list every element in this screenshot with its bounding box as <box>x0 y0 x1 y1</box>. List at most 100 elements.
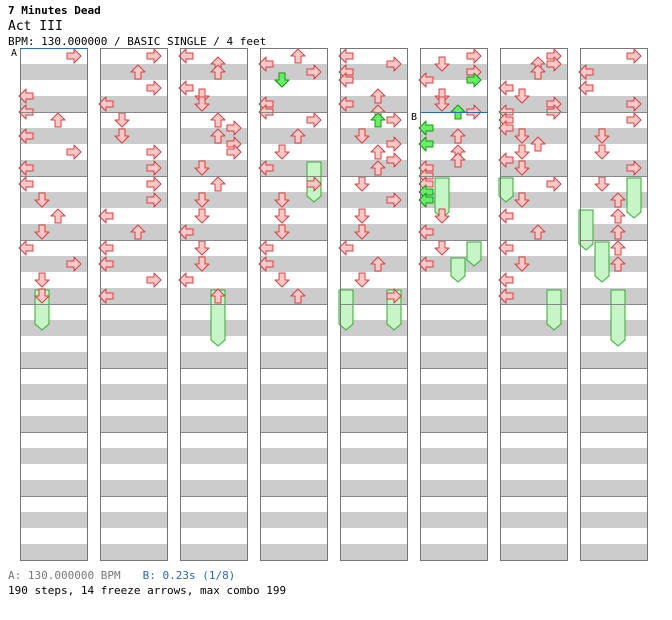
beat-stripe <box>500 256 568 272</box>
bpm-legend: A: 130.000000 BPM B: 0.23s (1/8) <box>8 569 235 582</box>
beat-stripe <box>260 224 328 240</box>
beat-stripe <box>340 224 408 240</box>
beat-stripe <box>260 480 328 496</box>
beat-stripe <box>580 512 648 528</box>
bpm-a-label: A: 130.000000 BPM <box>8 569 121 582</box>
beat-stripe <box>260 96 328 112</box>
beat-stripe <box>100 448 168 464</box>
beat-stripe <box>180 192 248 208</box>
beat-stripe <box>500 128 568 144</box>
column-frame <box>340 48 408 561</box>
beat-stripe <box>180 224 248 240</box>
beat-stripe <box>260 512 328 528</box>
beat-stripe <box>20 544 88 560</box>
beat-stripe <box>580 96 648 112</box>
bpm-b-label: B: 0.23s (1/8) <box>142 569 236 582</box>
bpm-marker-label: A <box>11 48 17 59</box>
beat-stripe <box>500 480 568 496</box>
beat-stripe <box>340 480 408 496</box>
beat-stripe <box>420 224 488 240</box>
beat-stripe <box>580 128 648 144</box>
beat-stripe <box>260 320 328 336</box>
beat-stripe <box>20 96 88 112</box>
beat-stripe <box>260 416 328 432</box>
beat-stripe <box>260 384 328 400</box>
beat-stripe <box>500 192 568 208</box>
beat-stripe <box>340 192 408 208</box>
beat-stripe <box>580 352 648 368</box>
beat-stripe <box>420 64 488 80</box>
beat-stripe <box>420 352 488 368</box>
beat-stripe <box>180 160 248 176</box>
beat-stripe <box>340 512 408 528</box>
beat-stripe <box>100 256 168 272</box>
beat-stripe <box>20 256 88 272</box>
beat-stripe <box>420 320 488 336</box>
chart-subtitle: Act III <box>8 19 63 34</box>
freeze-arrow <box>450 257 466 283</box>
beat-stripe <box>340 416 408 432</box>
beat-stripe <box>100 512 168 528</box>
beat-stripe <box>420 288 488 304</box>
beat-stripe <box>500 160 568 176</box>
beat-stripe <box>100 544 168 560</box>
beat-stripe <box>100 96 168 112</box>
beat-stripe <box>340 544 408 560</box>
beat-stripe <box>100 160 168 176</box>
beat-stripe <box>20 128 88 144</box>
bpm-marker-label: B <box>411 112 417 123</box>
beat-stripe <box>180 416 248 432</box>
freeze-arrow <box>546 289 562 331</box>
beat-stripe <box>420 96 488 112</box>
beat-stripe <box>180 448 248 464</box>
chart-stats: 190 steps, 14 freeze arrows, max combo 1… <box>8 584 287 597</box>
beat-stripe <box>100 128 168 144</box>
beat-stripe <box>20 192 88 208</box>
beat-stripe <box>20 352 88 368</box>
beat-stripe <box>500 352 568 368</box>
beat-stripe <box>100 480 168 496</box>
beat-stripe <box>340 448 408 464</box>
beat-stripe <box>260 256 328 272</box>
beat-stripe <box>500 448 568 464</box>
freeze-arrow <box>610 289 626 347</box>
beat-stripe <box>420 512 488 528</box>
beat-stripe <box>20 448 88 464</box>
column-frame <box>580 48 648 561</box>
column-frame <box>180 48 248 561</box>
beat-stripe <box>180 544 248 560</box>
beat-stripe <box>100 320 168 336</box>
beat-stripe <box>580 544 648 560</box>
beat-stripe <box>20 384 88 400</box>
bpm-markers: AB <box>11 48 488 123</box>
beat-stripe <box>580 416 648 432</box>
beat-stripe <box>180 384 248 400</box>
beat-stripe <box>500 544 568 560</box>
beat-stripe <box>20 160 88 176</box>
beat-stripe <box>420 544 488 560</box>
beat-stripe <box>180 256 248 272</box>
beat-stripe <box>580 448 648 464</box>
beat-stripe <box>340 96 408 112</box>
freeze-arrow <box>594 241 610 283</box>
beat-stripe <box>20 512 88 528</box>
freeze-arrow <box>466 241 482 267</box>
beat-stripe <box>180 96 248 112</box>
beat-stripe <box>20 320 88 336</box>
beat-stripe <box>420 480 488 496</box>
beat-stripe <box>340 128 408 144</box>
beat-stripe <box>340 64 408 80</box>
beat-stripe <box>100 192 168 208</box>
beat-stripe <box>20 64 88 80</box>
beat-stripe <box>260 448 328 464</box>
column-frame <box>260 48 328 561</box>
beat-stripe <box>340 352 408 368</box>
beat-stripe <box>340 384 408 400</box>
beat-stripe <box>580 480 648 496</box>
beat-stripe <box>180 352 248 368</box>
beat-stripe <box>420 416 488 432</box>
beat-stripe <box>100 416 168 432</box>
freeze-arrow <box>626 177 642 219</box>
beat-stripe <box>100 384 168 400</box>
